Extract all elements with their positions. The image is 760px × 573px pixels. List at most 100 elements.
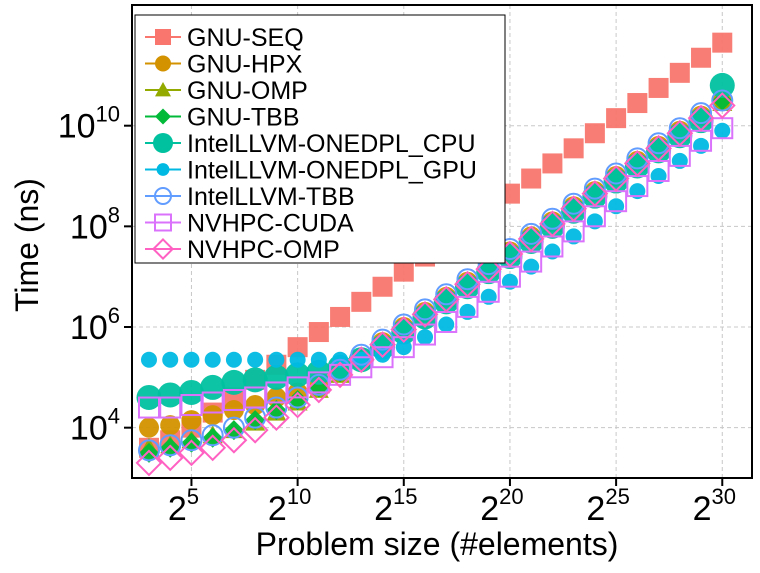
data-point <box>222 416 245 439</box>
legend-label: GNU-SEQ <box>187 24 304 52</box>
data-point <box>454 270 481 298</box>
data-point <box>562 192 585 215</box>
x-tick-label: 25 <box>168 484 199 528</box>
data-point <box>690 102 713 125</box>
data-point <box>603 168 629 194</box>
data-point <box>178 439 205 467</box>
legend-marker <box>155 108 171 125</box>
data-point <box>202 405 223 426</box>
legend-marker <box>151 237 175 261</box>
data-point <box>691 47 712 68</box>
data-point <box>414 298 437 321</box>
data-point <box>646 138 672 164</box>
data-point <box>666 119 694 147</box>
data-point <box>326 361 354 389</box>
data-point <box>476 259 502 285</box>
legend-label: GNU-OMP <box>187 77 308 105</box>
x-tick-base: 2 <box>168 490 187 528</box>
legend-label: GNU-HPX <box>187 51 303 79</box>
data-point <box>330 306 351 327</box>
x-tick-exponent: 30 <box>711 484 735 509</box>
data-point <box>200 374 226 400</box>
data-point <box>438 316 455 333</box>
data-point <box>201 391 224 414</box>
legend: GNU-SEQGNU-HPXGNU-OMPGNU-TBBIntelLLVM-ON… <box>134 14 506 264</box>
series-nvhpc-omp <box>135 92 736 477</box>
data-point <box>560 195 588 223</box>
data-point <box>411 301 439 328</box>
data-point <box>263 364 289 390</box>
data-point <box>708 92 736 119</box>
x-tick-exponent: 20 <box>499 484 523 509</box>
data-point <box>285 362 311 388</box>
y-tick-label: 1010 <box>58 102 120 146</box>
data-point <box>268 351 285 368</box>
data-point <box>667 123 693 149</box>
data-point <box>395 339 412 356</box>
data-point <box>162 351 179 368</box>
x-tick-exponent: 25 <box>605 484 629 509</box>
data-point <box>308 322 329 343</box>
data-point <box>605 162 628 185</box>
data-point <box>347 346 375 374</box>
data-point <box>371 346 394 369</box>
x-tick-label: 225 <box>586 484 629 528</box>
data-point <box>137 396 160 419</box>
data-point <box>371 328 394 351</box>
data-point <box>712 32 733 53</box>
y-tick-exponent: 6 <box>108 303 120 328</box>
x-tick-base: 2 <box>586 490 605 528</box>
data-point <box>714 122 731 139</box>
data-point <box>521 168 542 189</box>
data-point <box>286 376 309 399</box>
data-point <box>541 207 564 230</box>
legend-item: IntelLLVM-ONEDPL_CPU <box>145 130 476 158</box>
data-point <box>220 426 248 454</box>
legend-item: GNU-SEQ <box>145 24 304 52</box>
legend-item: GNU-TBB <box>145 104 300 132</box>
x-tick-label: 230 <box>693 484 736 528</box>
data-point <box>289 351 306 368</box>
y-tick-exponent: 4 <box>108 404 120 429</box>
data-point <box>265 381 288 404</box>
data-point <box>221 369 247 395</box>
data-point <box>310 351 327 368</box>
data-point <box>412 304 438 330</box>
data-point <box>287 337 308 358</box>
data-point <box>178 379 204 405</box>
data-point <box>606 108 627 129</box>
data-point <box>602 165 630 192</box>
x-tick-label: 215 <box>374 484 417 528</box>
data-point <box>518 228 544 254</box>
data-point <box>627 93 648 114</box>
data-point <box>307 371 330 394</box>
data-point <box>561 198 587 224</box>
data-point <box>711 89 734 112</box>
data-point <box>393 261 414 282</box>
data-point <box>647 132 670 155</box>
y-tick-base: 10 <box>58 108 96 146</box>
data-point <box>262 404 290 432</box>
legend-label: IntelLLVM-ONEDPL_GPU <box>187 157 477 185</box>
data-point <box>159 396 182 419</box>
legend-item: IntelLLVM-ONEDPL_GPU <box>145 157 477 185</box>
data-point <box>305 376 333 404</box>
data-point <box>583 177 606 200</box>
data-point <box>204 351 221 368</box>
legend-label: IntelLLVM-TBB <box>187 183 355 211</box>
legend-label: NVHPC-OMP <box>187 236 340 264</box>
legend-marker <box>155 82 171 97</box>
data-point <box>180 394 203 417</box>
data-point <box>369 331 396 359</box>
data-point <box>350 343 373 366</box>
y-tick-base: 10 <box>70 309 108 347</box>
legend-item: NVHPC-OMP <box>145 236 340 264</box>
data-point <box>538 210 566 238</box>
data-point <box>391 319 417 345</box>
legend-label: GNU-TBB <box>187 104 300 132</box>
data-point <box>160 415 181 436</box>
data-point <box>687 104 715 132</box>
